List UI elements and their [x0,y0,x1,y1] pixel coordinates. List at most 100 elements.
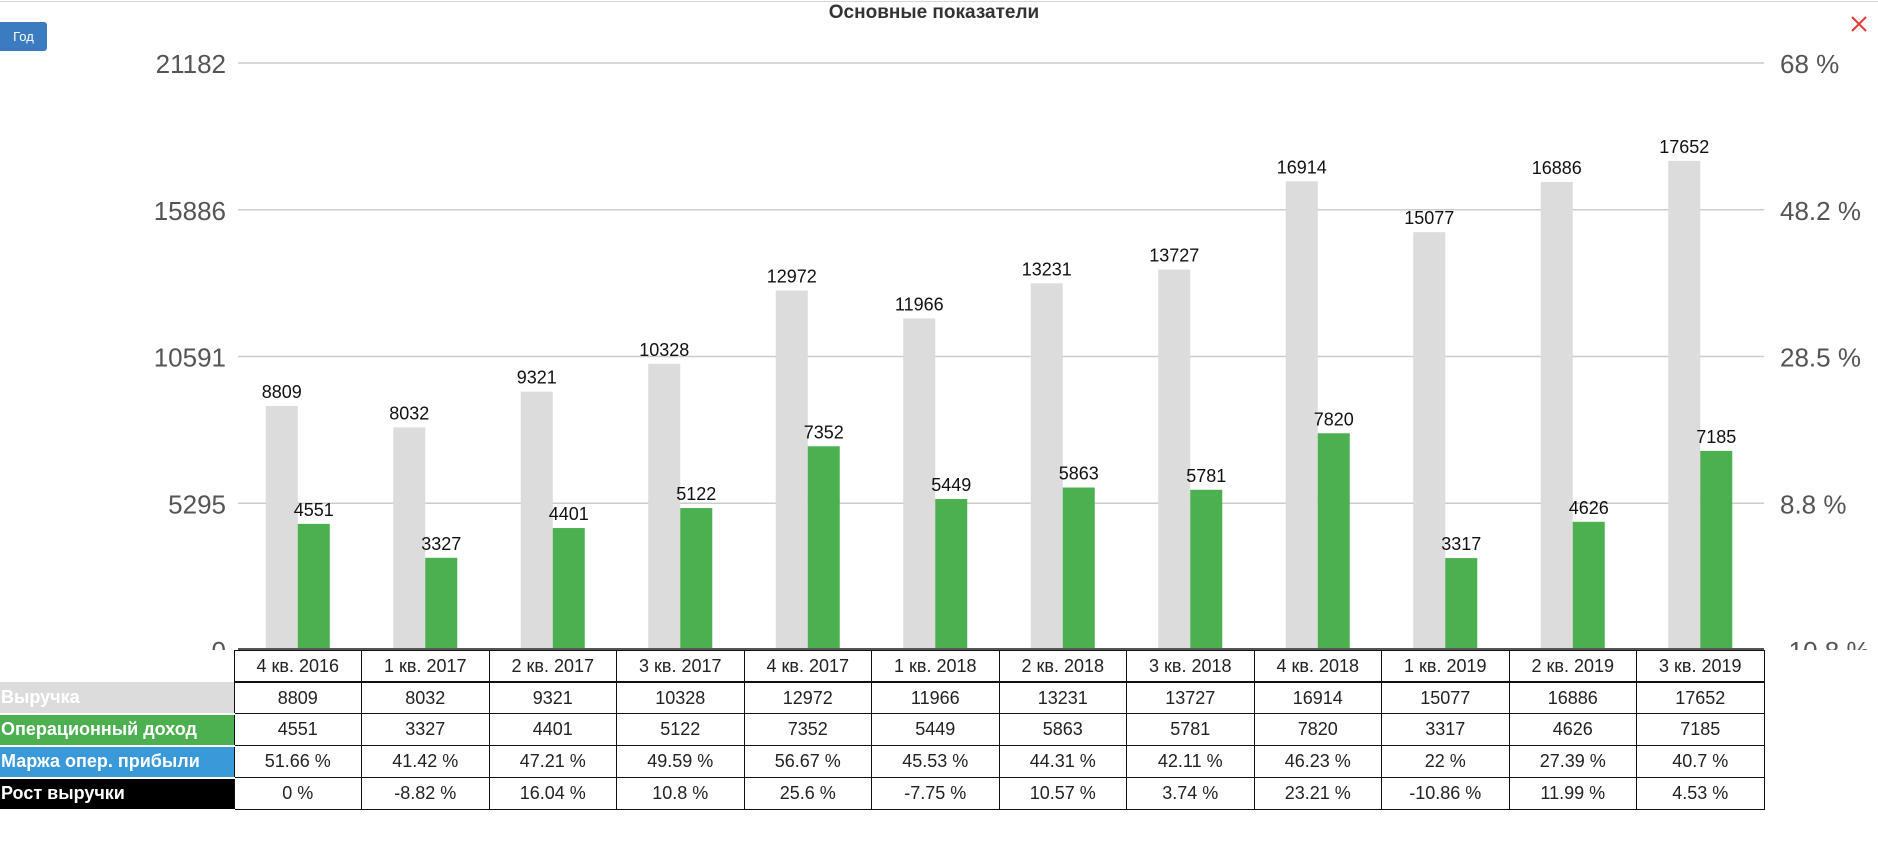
operating-income-value-label: 3317 [1441,534,1481,554]
table-cell: 11.99 % [1508,777,1637,810]
category-label: 3 кв. 2018 [1126,650,1255,683]
table-cell: 10328 [616,681,745,714]
chart-title: Основные показатели [828,2,1040,23]
category-label: 3 кв. 2019 [1636,650,1765,683]
table-cell: 4401 [488,713,617,746]
y-tick-label: 10591 [154,343,226,373]
y2-tick-label: 68 % [1780,49,1839,79]
revenue-bar [520,391,553,650]
table-cell: 5781 [1126,713,1255,746]
revenue-value-label: 16886 [1532,158,1582,178]
table-cell: 8032 [361,681,490,714]
y-tick-label: 15886 [154,196,226,226]
y-tick-label: 5295 [168,489,226,519]
table-cell: 27.39 % [1508,745,1637,778]
table-cell: 17652 [1636,681,1765,714]
operating-income-row: Операционный доход 4551 3327 4401 5122 7352 54… [0,713,1765,747]
table-cell: 25.6 % [743,777,872,810]
table-cell: 51.66 % [233,745,362,778]
revenue-value-label: 8032 [389,403,429,423]
table-cell: 10.8 % [616,777,745,810]
table-cell: 56.67 % [743,745,872,778]
operating-income-bar [1445,558,1478,650]
revenue-bar [265,405,298,650]
table-cell: 12972 [743,681,872,714]
y-tick-label: 0 [212,636,226,650]
operating-income-bar [1190,489,1223,650]
table-cell: 3317 [1381,713,1510,746]
revenue-value-label: 10328 [639,340,689,360]
category-label: 4 кв. 2018 [1253,650,1382,683]
operating-income-bar [807,446,840,650]
table-cell: 15077 [1381,681,1510,714]
revenue-bar [393,427,426,650]
close-icon [1851,16,1867,32]
revenue-value-label: 12972 [767,267,817,287]
y-tick-label: 21182 [156,49,226,79]
revenue-value-label: 11966 [895,294,944,314]
revenue-growth-row: Рост выручки 0 % -8.82 % 16.04 % 10.8 % 25.6 … [0,777,1765,811]
operating-income-value-label: 7185 [1696,427,1736,447]
table-cell: 5449 [871,713,1000,746]
table-cell: 10.57 % [998,777,1127,810]
table-cell: 13231 [998,681,1127,714]
category-label: 3 кв. 2017 [616,650,745,683]
operating-income-bar [1317,433,1350,650]
operating-income-bar [680,508,713,650]
table-cell: 5863 [998,713,1127,746]
period-year-button[interactable]: Год [0,22,47,51]
category-label: 2 кв. 2019 [1508,650,1637,683]
table-cell: 16.04 % [488,777,617,810]
revenue-bar [1285,181,1318,650]
table-cell: 47.21 % [488,745,617,778]
category-label: 1 кв. 2017 [361,650,490,683]
table-cell: 46.23 % [1253,745,1382,778]
table-cell: 7185 [1636,713,1765,746]
category-header-row: 4 кв. 2016 1 кв. 2017 2 кв. 2017 3 кв. 2017… [0,650,1765,683]
table-cell: 13727 [1126,681,1255,714]
table-cell: 7820 [1253,713,1382,746]
category-label: 1 кв. 2018 [871,650,1000,683]
operating-income-bar [1572,521,1605,650]
revenue-bar [1668,160,1701,650]
revenue-value-label: 17652 [1659,137,1709,157]
operating-income-bar [1700,450,1733,650]
table-cell: -8.82 % [361,777,490,810]
operating-income-value-label: 4551 [294,500,334,520]
revenue-value-label: 13231 [1022,259,1072,279]
operating-income-value-label: 5449 [931,475,971,495]
y2-tick-label: -10.8 % [1780,636,1870,650]
row-label: Операционный доход [0,713,234,747]
operating-income-value-label: 4401 [549,504,589,524]
row-label: Выручка [0,682,234,715]
table-cell: 16886 [1508,681,1637,714]
close-button[interactable] [1848,10,1872,38]
table-cell: 8809 [233,681,362,714]
revenue-value-label: 9321 [517,368,557,388]
revenue-bar [648,363,681,650]
operating-income-value-label: 7352 [804,422,844,442]
table-cell: 4551 [233,713,362,746]
revenue-bar [1030,283,1063,650]
category-label: 2 кв. 2017 [488,650,617,683]
table-cell: -7.75 % [871,777,1000,810]
data-table: 4 кв. 2016 1 кв. 2017 2 кв. 2017 3 кв. 2017… [0,650,1765,811]
table-cell: 49.59 % [616,745,745,778]
table-cell: 42.11 % [1126,745,1255,778]
operating-income-bar [935,498,968,650]
header-corner [0,651,234,683]
revenue-value-label: 16914 [1277,157,1327,177]
table-cell: 16914 [1253,681,1382,714]
revenue-bar [903,318,936,650]
y2-tick-label: 28.5 % [1780,343,1861,373]
operating-income-bar [1062,487,1095,650]
category-label: 4 кв. 2017 [743,650,872,683]
category-label: 2 кв. 2018 [998,650,1127,683]
table-cell: 4626 [1508,713,1637,746]
table-cell: 3.74 % [1126,777,1255,810]
operating-income-value-label: 7820 [1314,409,1354,429]
row-label: Маржа опер. прибыли [0,745,234,779]
table-cell: 23.21 % [1253,777,1382,810]
operating-income-value-label: 5122 [676,484,716,504]
operating-income-value-label: 4626 [1569,498,1609,518]
